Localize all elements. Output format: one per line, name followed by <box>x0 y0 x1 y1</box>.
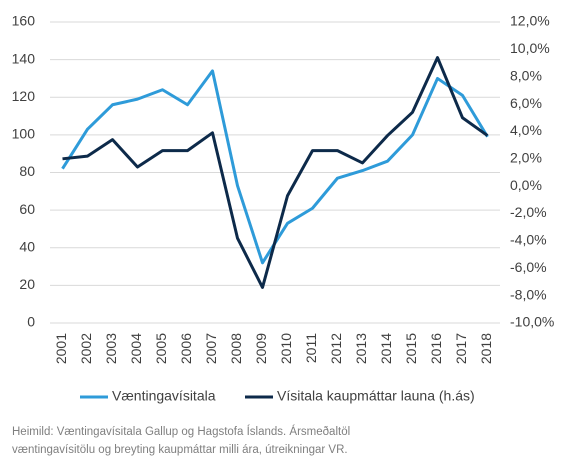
y-tick-label: 40 <box>19 238 35 254</box>
series-line <box>61 69 489 265</box>
y-tick-label: 120 <box>12 88 36 104</box>
y-tick-label: 140 <box>12 50 36 66</box>
source-note: Heimild: Væntingavísitala Gallup og Hags… <box>12 425 350 438</box>
y2-tick-label: 4,0% <box>510 122 542 138</box>
y-tick-label: 0 <box>27 314 35 330</box>
x-tick-label: 2007 <box>203 333 219 364</box>
x-tick-label: 2004 <box>128 333 144 364</box>
x-tick-label: 2012 <box>328 333 344 364</box>
y2-tick-label: 10,0% <box>510 40 550 56</box>
x-tick-label: 2017 <box>453 333 469 364</box>
y-tick-label: 160 <box>12 13 36 29</box>
y-tick-label: 80 <box>19 163 35 179</box>
y2-tick-label: 0,0% <box>510 177 542 193</box>
source-note: væntingavísitölu og breyting kaupmáttar … <box>12 444 348 456</box>
x-tick-label: 2009 <box>253 333 269 364</box>
y2-tick-label: -10,0% <box>510 314 554 330</box>
y2-tick-label: -2,0% <box>510 204 547 220</box>
y-tick-label: 60 <box>19 201 35 217</box>
y-tick-label: 20 <box>19 276 35 292</box>
x-tick-label: 2006 <box>178 333 194 364</box>
y-tick-label: 100 <box>12 126 36 142</box>
y2-tick-label: 12,0% <box>510 13 550 29</box>
y2-tick-label: -4,0% <box>510 232 547 248</box>
x-tick-label: 2016 <box>428 333 444 364</box>
legend-label: Vísitala kaupmáttar launa (h.ás) <box>277 388 475 404</box>
x-tick-label: 2011 <box>303 333 319 363</box>
x-tick-label: 2014 <box>378 333 394 364</box>
series-line <box>62 56 489 289</box>
x-tick-label: 2008 <box>228 333 244 364</box>
y2-tick-label: 8,0% <box>510 67 542 83</box>
y2-tick-label: -8,0% <box>510 286 547 302</box>
x-tick-label: 2002 <box>78 333 94 364</box>
y2-tick-label: 2,0% <box>510 150 542 166</box>
y2-tick-label: 6,0% <box>510 95 542 111</box>
x-tick-label: 2018 <box>478 333 494 364</box>
x-tick-label: 2001 <box>53 333 69 364</box>
x-tick-label: 2003 <box>103 333 119 364</box>
legend-label: Væntingavísitala <box>112 388 216 404</box>
x-tick-label: 2005 <box>153 333 169 364</box>
x-tick-label: 2013 <box>353 333 369 364</box>
y2-tick-label: -6,0% <box>510 259 547 275</box>
x-tick-label: 2010 <box>278 333 294 364</box>
x-tick-label: 2015 <box>403 333 419 364</box>
